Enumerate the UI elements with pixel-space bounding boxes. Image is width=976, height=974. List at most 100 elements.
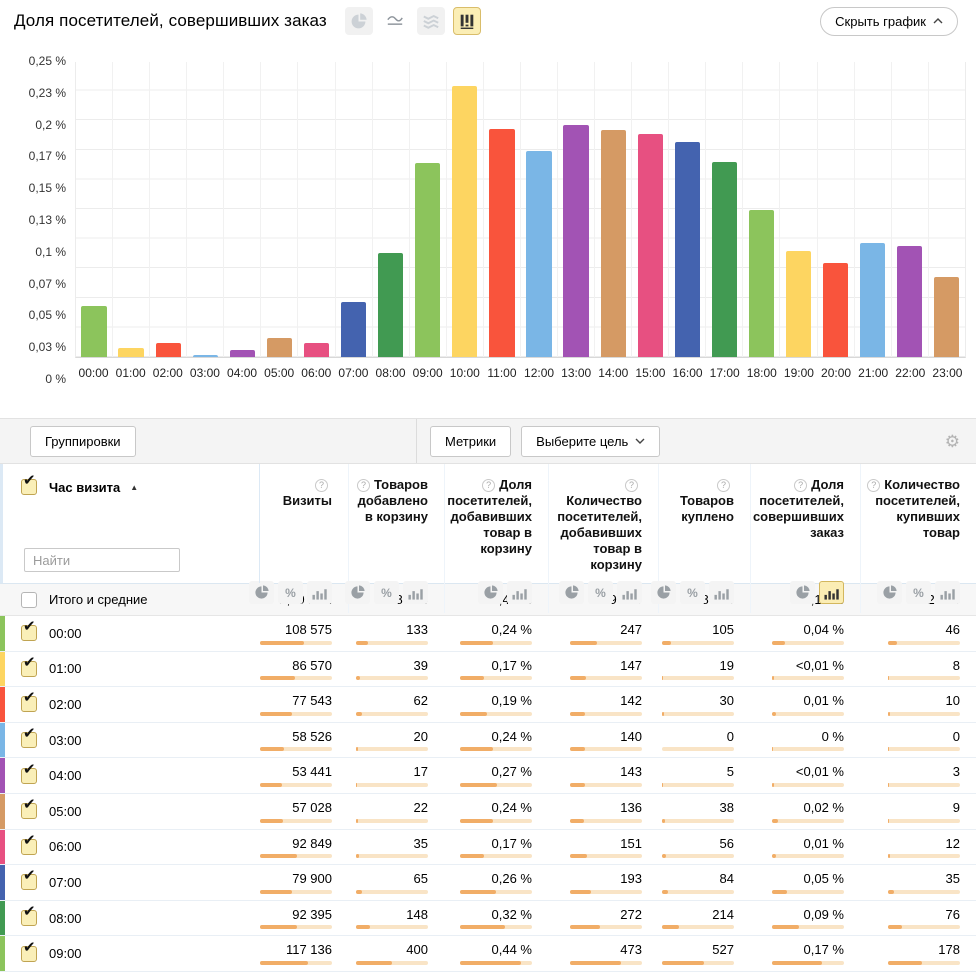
search-input[interactable] bbox=[24, 548, 180, 572]
bar-slot bbox=[482, 62, 520, 357]
metric-percent-toggle[interactable]: % bbox=[278, 581, 303, 604]
metric-column-header: ? Количество посетителей, купивших товар% bbox=[860, 464, 976, 613]
chart-bar-12:00[interactable] bbox=[526, 150, 552, 357]
row-color-stripe bbox=[0, 722, 5, 758]
select-all-checkbox[interactable]: ✔ bbox=[21, 472, 37, 495]
chart-bar-06:00[interactable] bbox=[303, 342, 330, 357]
metric-cell: 473 bbox=[548, 936, 658, 971]
metric-percent-toggle[interactable]: % bbox=[680, 581, 705, 604]
metric-pie-toggle[interactable] bbox=[877, 581, 902, 604]
metric-pie-toggle[interactable] bbox=[790, 581, 815, 604]
metric-pie-toggle[interactable] bbox=[345, 581, 370, 604]
metric-bar-toggle[interactable] bbox=[307, 581, 332, 604]
chart-bar-17:00[interactable] bbox=[711, 162, 737, 357]
metric-pie-toggle[interactable] bbox=[249, 581, 274, 604]
help-icon[interactable]: ? bbox=[867, 478, 881, 492]
chart-bar-04:00[interactable] bbox=[229, 349, 255, 357]
totals-checkbox[interactable] bbox=[21, 591, 37, 608]
x-tick-label: 02:00 bbox=[152, 366, 183, 380]
chart-bar-11:00[interactable] bbox=[489, 129, 515, 357]
metric-percent-toggle[interactable]: % bbox=[374, 581, 399, 604]
chart-bar-20:00[interactable] bbox=[822, 262, 849, 357]
chevron-up-icon bbox=[933, 18, 943, 24]
hide-chart-button[interactable]: Скрыть график bbox=[820, 6, 958, 36]
metrics-button[interactable]: Метрики bbox=[430, 425, 512, 457]
metric-value: 151 bbox=[620, 835, 642, 851]
groupings-button[interactable]: Группировки bbox=[30, 425, 136, 457]
help-icon[interactable]: ? bbox=[315, 478, 328, 492]
chart-bar-21:00[interactable] bbox=[860, 242, 886, 357]
chart-bar-09:00[interactable] bbox=[415, 163, 441, 357]
chart-bar-05:00[interactable] bbox=[266, 338, 293, 357]
metric-percent-toggle[interactable]: % bbox=[588, 581, 613, 604]
metric-pie-toggle[interactable] bbox=[559, 581, 584, 604]
pie-chart-icon[interactable] bbox=[344, 7, 373, 35]
metric-bar-toggle[interactable] bbox=[507, 581, 532, 604]
metric-bar-toggle[interactable] bbox=[617, 581, 642, 604]
help-icon[interactable]: ? bbox=[625, 478, 638, 492]
checkmark-icon: ✔ bbox=[23, 938, 36, 956]
goal-select-dropdown[interactable]: Выберите цель bbox=[521, 425, 661, 457]
metric-share-bar-track bbox=[662, 818, 734, 823]
metric-cell: 0,24 % bbox=[444, 794, 548, 829]
chart-bar-19:00[interactable] bbox=[785, 250, 812, 357]
chart-bar-14:00[interactable] bbox=[600, 130, 626, 357]
row-checkbox[interactable]: ✔ bbox=[21, 832, 37, 855]
chart-bar-10:00[interactable] bbox=[452, 85, 478, 357]
bar-chart-icon[interactable] bbox=[452, 7, 481, 35]
metric-value: 92 395 bbox=[292, 906, 332, 922]
bar-slot bbox=[149, 62, 186, 357]
metric-bar-toggle[interactable] bbox=[403, 581, 428, 604]
x-tick-label: 00:00 bbox=[78, 366, 109, 380]
metric-value: 86 570 bbox=[292, 657, 332, 673]
help-icon[interactable]: ? bbox=[482, 478, 496, 492]
stacked-area-chart-icon[interactable] bbox=[416, 7, 445, 35]
chart-bar-01:00[interactable] bbox=[118, 347, 144, 357]
chart-bar-22:00[interactable] bbox=[897, 246, 923, 357]
row-checkbox[interactable]: ✔ bbox=[21, 689, 37, 713]
chart-bar-13:00[interactable] bbox=[563, 124, 589, 357]
chart-bar-08:00[interactable] bbox=[378, 253, 404, 357]
settings-gear-icon[interactable]: ⚙ bbox=[944, 431, 960, 451]
chart-bar-16:00[interactable] bbox=[674, 142, 700, 357]
metric-cell: 247 bbox=[548, 616, 658, 651]
metric-value: 148 bbox=[406, 906, 428, 922]
line-chart-icon[interactable] bbox=[381, 7, 409, 35]
row-checkbox[interactable]: ✔ bbox=[21, 761, 37, 784]
bar-slot bbox=[297, 62, 334, 357]
metric-bar-toggle[interactable] bbox=[709, 581, 734, 604]
metric-percent-toggle[interactable]: % bbox=[906, 581, 931, 604]
help-icon[interactable]: ? bbox=[717, 478, 730, 492]
row-checkbox[interactable]: ✔ bbox=[21, 903, 37, 927]
metric-column-header: ? Товаров добавлено в корзину% bbox=[345, 464, 444, 613]
metric-value: <0,01 % bbox=[795, 764, 844, 780]
row-checkbox[interactable]: ✔ bbox=[21, 939, 37, 962]
chart-bar-23:00[interactable] bbox=[934, 276, 960, 357]
chart-bar-02:00[interactable] bbox=[155, 342, 181, 357]
row-checkbox[interactable]: ✔ bbox=[21, 725, 37, 749]
metric-share-bar-fill bbox=[570, 818, 585, 823]
help-icon[interactable]: ? bbox=[357, 478, 370, 492]
chart-bar-18:00[interactable] bbox=[748, 209, 775, 357]
chart-bar-15:00[interactable] bbox=[637, 133, 663, 357]
chart-bar-07:00[interactable] bbox=[340, 301, 367, 357]
bar-slot bbox=[371, 62, 409, 357]
row-checkbox[interactable]: ✔ bbox=[21, 796, 37, 820]
row-metric-cells: 58 526 20 0,24 % 140 0 0 % 0 bbox=[260, 723, 976, 758]
metric-bar-toggle[interactable] bbox=[819, 581, 844, 604]
metric-pie-toggle[interactable] bbox=[651, 581, 676, 604]
metric-share-bar-track bbox=[662, 854, 734, 859]
metric-column-header: ?Визиты% bbox=[249, 464, 348, 613]
metric-bar-toggle[interactable] bbox=[935, 581, 960, 604]
row-checkbox[interactable]: ✔ bbox=[21, 654, 37, 677]
chart-bar-00:00[interactable] bbox=[81, 306, 107, 357]
help-icon[interactable]: ? bbox=[794, 478, 808, 492]
row-metric-cells: 53 441 17 0,27 % 143 5 <0,01 % 3 bbox=[260, 758, 976, 793]
metrics-label: Метрики bbox=[445, 433, 497, 449]
row-checkbox[interactable]: ✔ bbox=[21, 867, 37, 891]
checkmark-icon: ✔ bbox=[23, 653, 36, 671]
row-checkbox[interactable]: ✔ bbox=[21, 618, 37, 642]
metric-pie-toggle[interactable] bbox=[478, 581, 503, 604]
chart-bar-03:00[interactable] bbox=[192, 354, 218, 357]
dimension-sort-control[interactable]: ✔ Час визита ▲ bbox=[0, 472, 259, 495]
